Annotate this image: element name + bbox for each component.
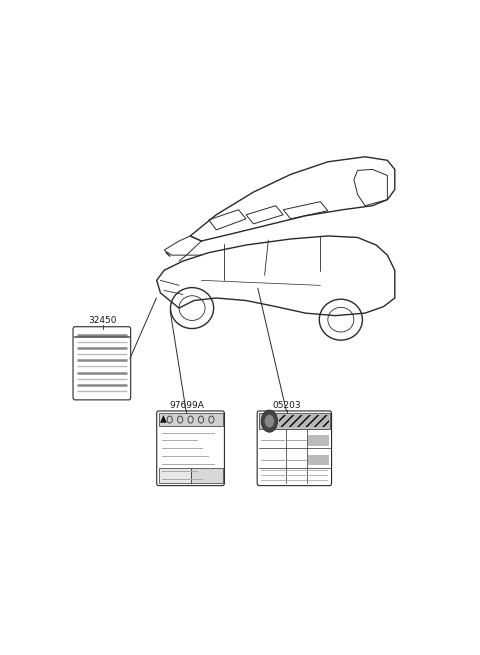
Bar (308, 436, 329, 445)
Bar (158, 413, 223, 426)
FancyBboxPatch shape (156, 411, 225, 485)
Polygon shape (160, 415, 167, 422)
Text: 05203: 05203 (273, 402, 301, 411)
Circle shape (261, 410, 277, 432)
Bar (158, 468, 191, 483)
Text: 32450: 32450 (88, 316, 117, 325)
FancyBboxPatch shape (257, 411, 332, 485)
Text: 97699A: 97699A (169, 402, 204, 411)
Circle shape (264, 415, 274, 428)
FancyBboxPatch shape (73, 327, 131, 400)
Bar (279, 415, 329, 427)
Bar (191, 468, 223, 483)
Bar (259, 413, 330, 429)
Bar (308, 455, 329, 465)
